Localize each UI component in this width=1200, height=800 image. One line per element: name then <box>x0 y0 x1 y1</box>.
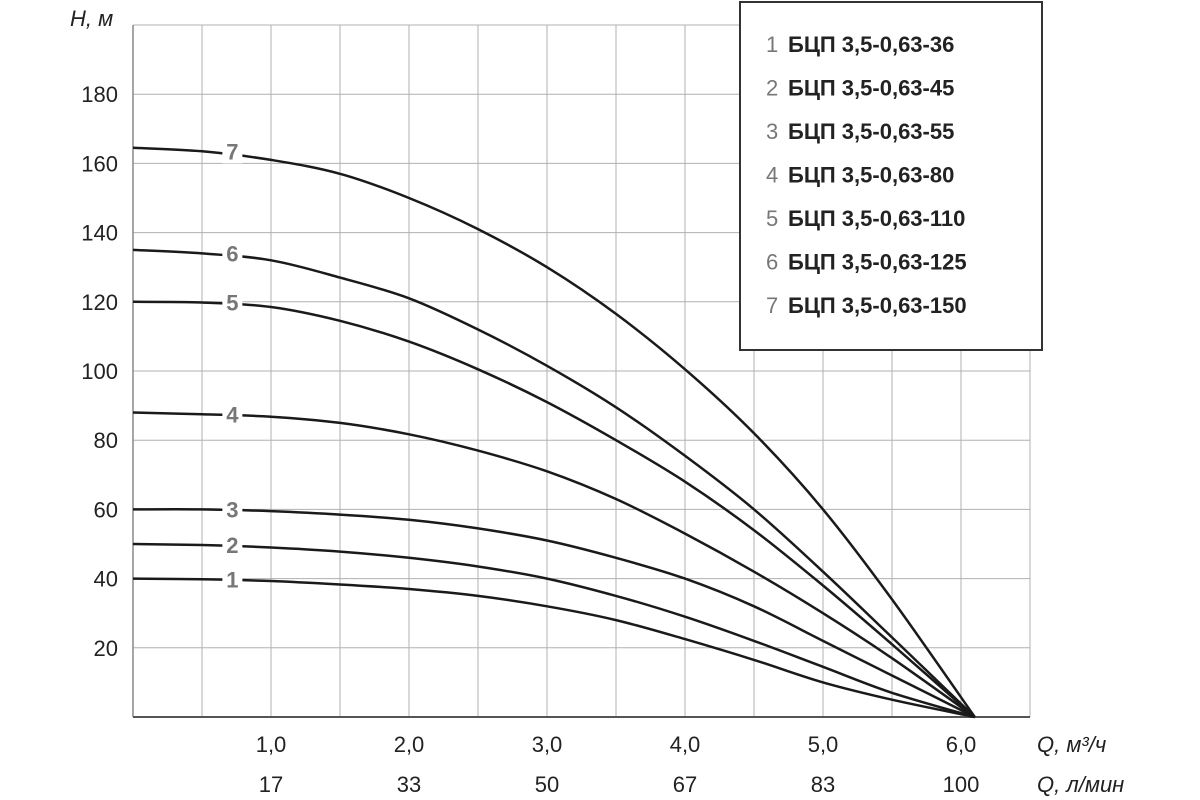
series-line-7 <box>132 146 976 718</box>
y-tick-label: 80 <box>94 428 118 453</box>
x-tick-label: 6,0 <box>946 732 977 757</box>
curve-label-5: 5 <box>226 290 238 315</box>
curve-label-bg <box>222 290 243 315</box>
legend-box <box>739 1 1043 351</box>
x-tick-labels: 1,0 17 2,0 33 3,0 50 4,0 67 5,0 83 6,0 100 <box>256 732 980 797</box>
x-tick-label-secondary: 83 <box>811 772 835 797</box>
legend-number: 1 <box>766 32 778 57</box>
x-tick-label: 1,0 <box>256 732 287 757</box>
curve-label-7: 7 <box>226 139 238 164</box>
y-tick-labels: 20 40 60 80 100 120 140 160 180 <box>81 82 118 661</box>
y-tick-label: 40 <box>94 567 118 592</box>
x-tick-label-secondary: 33 <box>397 772 421 797</box>
x-tick-label-secondary: 50 <box>535 772 559 797</box>
curve-labels: 1 2 3 4 5 6 7 <box>222 139 243 592</box>
curve-label-bg <box>222 567 243 592</box>
curve-label-2: 2 <box>226 533 238 558</box>
y-tick-label: 20 <box>94 636 118 661</box>
legend-entry-name: БЦП 3,5-0,63-36 <box>788 32 954 57</box>
curve-label-bg <box>222 139 243 164</box>
series-line-2 <box>132 542 976 719</box>
legend: 1 БЦП 3,5-0,63-36 2 БЦП 3,5-0,63-45 3 БЦП 3,5… <box>739 1 1043 351</box>
legend-number: 3 <box>766 119 778 144</box>
legend-number: 4 <box>766 163 778 188</box>
y-tick-label: 180 <box>81 82 118 107</box>
series-line-3 <box>132 508 976 719</box>
x-axis-label-primary: Q, м³/ч <box>1037 732 1106 757</box>
series-line-5 <box>132 300 976 718</box>
series-line-6 <box>132 248 976 718</box>
curve-label-6: 6 <box>226 241 238 266</box>
y-tick-label: 60 <box>94 497 118 522</box>
x-tick-label: 3,0 <box>532 732 563 757</box>
series-line-1 <box>132 577 976 719</box>
legend-number: 5 <box>766 206 778 231</box>
curve-label-bg <box>222 402 243 427</box>
legend-entry-name: БЦП 3,5-0,63-110 <box>788 206 965 231</box>
legend-entry-name: БЦП 3,5-0,63-55 <box>788 119 954 144</box>
curve-label-bg <box>222 241 243 266</box>
curve-label-1: 1 <box>226 567 238 592</box>
y-tick-label: 140 <box>81 221 118 246</box>
legend-number: 6 <box>766 250 778 275</box>
x-tick-label-secondary: 17 <box>259 772 283 797</box>
curves <box>132 146 976 719</box>
curve-label-3: 3 <box>226 497 238 522</box>
x-axis-label-secondary: Q, л/мин <box>1037 772 1124 797</box>
legend-number: 2 <box>766 76 778 101</box>
y-tick-label: 100 <box>81 359 118 384</box>
series-line-4 <box>132 411 976 719</box>
x-tick-label-secondary: 67 <box>673 772 697 797</box>
y-tick-label: 160 <box>81 151 118 176</box>
y-tick-label: 120 <box>81 290 118 315</box>
curve-label-bg <box>222 497 243 522</box>
y-axis-label: H, м <box>70 6 113 31</box>
x-tick-label: 2,0 <box>394 732 425 757</box>
x-tick-label-secondary: 100 <box>943 772 980 797</box>
legend-entry-name: БЦП 3,5-0,63-125 <box>788 250 967 275</box>
x-tick-label: 4,0 <box>670 732 701 757</box>
x-tick-label: 5,0 <box>808 732 839 757</box>
curve-label-bg <box>222 533 243 558</box>
legend-entry-name: БЦП 3,5-0,63-45 <box>788 76 954 101</box>
legend-entry-name: БЦП 3,5-0,63-80 <box>788 163 954 188</box>
legend-number: 7 <box>766 293 778 318</box>
legend-entry-name: БЦП 3,5-0,63-150 <box>788 293 967 318</box>
curve-label-4: 4 <box>226 402 239 427</box>
